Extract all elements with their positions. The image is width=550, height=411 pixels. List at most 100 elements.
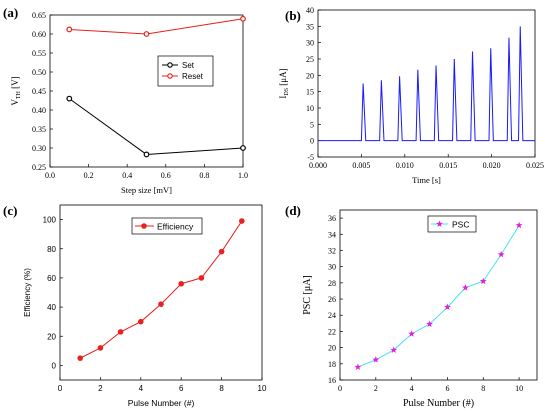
y-axis-label-1: IDS [μA] bbox=[278, 68, 290, 98]
x-tick-label-0-0: 0.0 bbox=[45, 171, 55, 180]
y-tick-label-1-9: 40 bbox=[306, 6, 314, 15]
data-point-3-0-2 bbox=[390, 346, 398, 353]
y-tick-label-0-7: 0.60 bbox=[32, 30, 46, 39]
panel-label-1: (b) bbox=[285, 8, 301, 23]
x-tick-label-1-1: 0.005 bbox=[352, 161, 370, 170]
plot-frame-3 bbox=[339, 209, 538, 381]
x-tick-label-1-2: 0.010 bbox=[396, 161, 414, 170]
y-tick-label-1-1: 0 bbox=[310, 137, 314, 146]
data-point-2-0-0 bbox=[77, 355, 83, 361]
series-line-3-0 bbox=[357, 225, 520, 368]
x-axis-label-1: Time [s] bbox=[412, 175, 441, 185]
legend-label-3-0: PSC bbox=[452, 220, 469, 230]
y-tick-label-1-7: 30 bbox=[306, 39, 314, 48]
x-tick-label-1-5: 0.025 bbox=[526, 161, 544, 170]
data-point-2-0-2 bbox=[117, 329, 124, 335]
data-point-3-0-0 bbox=[354, 363, 362, 370]
y-tick-label-0-8: 0.65 bbox=[32, 11, 46, 20]
data-point-2-0-6 bbox=[198, 275, 205, 281]
pulse-train-1 bbox=[318, 26, 535, 142]
data-point-3-0-8 bbox=[497, 250, 505, 258]
y-tick-label-2-1: 20 bbox=[47, 332, 56, 341]
panel-label-2: (c) bbox=[3, 203, 17, 218]
x-tick-label-2-2: 4 bbox=[139, 384, 144, 393]
y-tick-label-0-0: 0.25 bbox=[32, 163, 46, 172]
y-tick-label-2-3: 60 bbox=[47, 274, 56, 283]
legend-marker-2-0 bbox=[141, 223, 147, 229]
y-tick-label-1-8: 35 bbox=[306, 22, 314, 31]
y-axis-label-2: Efficiency (%) bbox=[23, 268, 32, 317]
panel-label-3: (d) bbox=[285, 203, 301, 218]
y-tick-label-1-3: 10 bbox=[306, 104, 314, 113]
y-tick-label-3-3: 22 bbox=[328, 327, 336, 336]
x-axis-label-2: Pulse Number (#) bbox=[128, 398, 195, 408]
y-tick-label-0-3: 0.40 bbox=[32, 106, 46, 115]
x-tick-label-1-3: 0.015 bbox=[439, 161, 457, 170]
data-point-2-0-8 bbox=[239, 218, 245, 224]
data-point-0-0-0 bbox=[66, 95, 73, 102]
series-line-2-0 bbox=[79, 220, 243, 359]
y-tick-label-0-1: 0.30 bbox=[32, 144, 46, 153]
x-tick-label-3-3: 6 bbox=[445, 384, 449, 393]
data-point-3-0-6 bbox=[461, 284, 469, 291]
x-axis-label-3: Pulse Number (#) bbox=[403, 398, 474, 409]
data-point-3-0-7 bbox=[479, 277, 487, 285]
y-tick-label-3-8: 32 bbox=[328, 246, 336, 255]
y-tick-label-0-2: 0.35 bbox=[32, 125, 46, 134]
legend-box-3 bbox=[427, 215, 477, 233]
data-point-2-0-7 bbox=[218, 248, 225, 255]
y-tick-label-3-0: 16 bbox=[328, 376, 336, 385]
y-tick-label-2-0: 0 bbox=[52, 361, 57, 370]
legend-marker-0-1 bbox=[167, 73, 173, 79]
data-point-3-0-1 bbox=[372, 356, 380, 363]
data-point-0-0-2 bbox=[240, 145, 246, 151]
data-point-0-1-2 bbox=[240, 15, 246, 22]
data-point-3-0-3 bbox=[408, 330, 416, 337]
x-tick-label-2-3: 6 bbox=[179, 384, 184, 393]
x-tick-label-0-4: 0.8 bbox=[199, 171, 209, 180]
legend-label-2-0: Efficiency bbox=[157, 222, 194, 232]
x-tick-label-3-0: 0 bbox=[338, 384, 342, 393]
y-tick-label-3-6: 28 bbox=[328, 279, 336, 288]
x-tick-label-3-5: 10 bbox=[515, 384, 523, 393]
y-tick-label-3-1: 18 bbox=[328, 360, 336, 369]
data-point-0-1-1 bbox=[143, 31, 150, 37]
y-tick-label-3-9: 34 bbox=[328, 230, 336, 239]
legend-box-2 bbox=[131, 217, 203, 235]
y-tick-label-3-5: 26 bbox=[328, 295, 336, 304]
y-tick-label-1-5: 20 bbox=[306, 71, 314, 80]
y-tick-label-3-7: 30 bbox=[328, 263, 336, 272]
x-tick-label-0-3: 0.6 bbox=[161, 171, 171, 180]
y-tick-label-1-2: 5 bbox=[310, 120, 314, 129]
y-tick-label-3-2: 20 bbox=[328, 344, 336, 353]
y-tick-label-1-0: -5 bbox=[307, 153, 314, 162]
x-tick-label-3-4: 8 bbox=[481, 384, 485, 393]
data-point-0-1-0 bbox=[66, 26, 73, 33]
y-tick-label-3-10: 36 bbox=[328, 214, 336, 223]
x-tick-label-2-4: 8 bbox=[219, 384, 224, 393]
y-tick-label-2-2: 40 bbox=[47, 303, 56, 312]
x-tick-label-0-1: 0.2 bbox=[84, 171, 94, 180]
y-tick-label-0-4: 0.45 bbox=[32, 87, 46, 96]
series-line-0-0 bbox=[69, 98, 244, 155]
legend-label-0-1: Reset bbox=[182, 72, 204, 81]
y-tick-label-0-6: 0.55 bbox=[32, 49, 46, 58]
legend-label-0-0: Set bbox=[182, 61, 195, 70]
y-axis-label-0: VTH [V] bbox=[10, 76, 22, 105]
data-point-2-0-5 bbox=[178, 280, 184, 287]
x-tick-label-0-5: 1.0 bbox=[238, 171, 248, 180]
x-tick-label-3-1: 2 bbox=[374, 384, 378, 393]
legend-marker-3-0 bbox=[436, 220, 443, 227]
legend-marker-0-0 bbox=[167, 62, 173, 68]
y-tick-label-3-4: 24 bbox=[328, 311, 336, 320]
y-tick-label-2-5: 100 bbox=[43, 216, 57, 225]
y-tick-label-1-4: 15 bbox=[306, 88, 314, 97]
y-tick-label-0-5: 0.50 bbox=[32, 68, 46, 77]
data-point-3-0-4 bbox=[426, 320, 433, 328]
x-axis-label-0: Step size [mV] bbox=[121, 185, 172, 195]
y-tick-label-1-6: 25 bbox=[306, 55, 314, 64]
plot-frame-2 bbox=[59, 204, 263, 381]
plot-frame-1 bbox=[317, 9, 536, 158]
x-tick-label-3-2: 4 bbox=[410, 384, 414, 393]
legend-box-0 bbox=[157, 55, 214, 87]
